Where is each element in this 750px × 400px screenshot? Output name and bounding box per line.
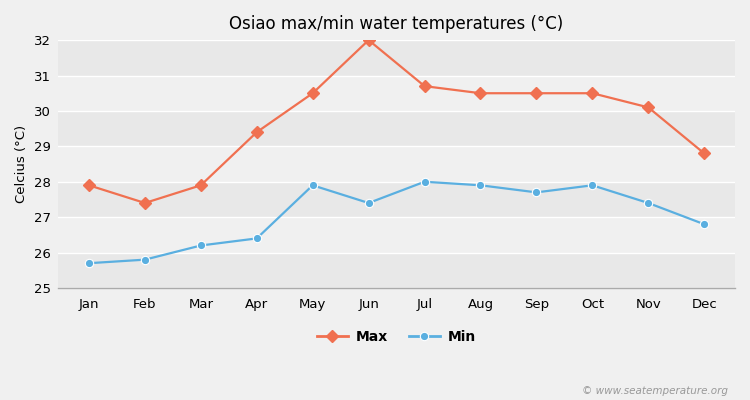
Bar: [58, 252, 735, 288]
Bar: [58, 146, 735, 182]
Min: [308, 183, 317, 188]
Max: [252, 130, 261, 134]
Bar: [58, 217, 735, 252]
Max: [588, 91, 597, 96]
Max: [364, 38, 374, 42]
Min: [140, 257, 149, 262]
Max: [140, 200, 149, 205]
Bar: [58, 182, 735, 217]
Min: [588, 183, 597, 188]
Min: [420, 179, 429, 184]
Title: Osiao max/min water temperatures (°C): Osiao max/min water temperatures (°C): [230, 15, 564, 33]
Line: Min: Min: [85, 178, 709, 267]
Min: [644, 200, 652, 205]
Min: [364, 200, 374, 205]
Max: [196, 183, 206, 188]
Max: [644, 105, 652, 110]
Y-axis label: Celcius (°C): Celcius (°C): [15, 125, 28, 203]
Min: [252, 236, 261, 241]
Max: [476, 91, 485, 96]
Max: [532, 91, 541, 96]
Max: [420, 84, 429, 88]
Bar: [58, 111, 735, 146]
Min: [700, 222, 709, 227]
Max: [308, 91, 317, 96]
Bar: [58, 76, 735, 111]
Min: [196, 243, 206, 248]
Line: Max: Max: [85, 36, 709, 207]
Max: [700, 151, 709, 156]
Min: [532, 190, 541, 195]
Legend: Max, Min: Max, Min: [311, 325, 482, 350]
Min: [85, 261, 94, 266]
Text: © www.seatemperature.org: © www.seatemperature.org: [581, 386, 728, 396]
Bar: [58, 40, 735, 76]
Max: [85, 183, 94, 188]
Min: [476, 183, 485, 188]
